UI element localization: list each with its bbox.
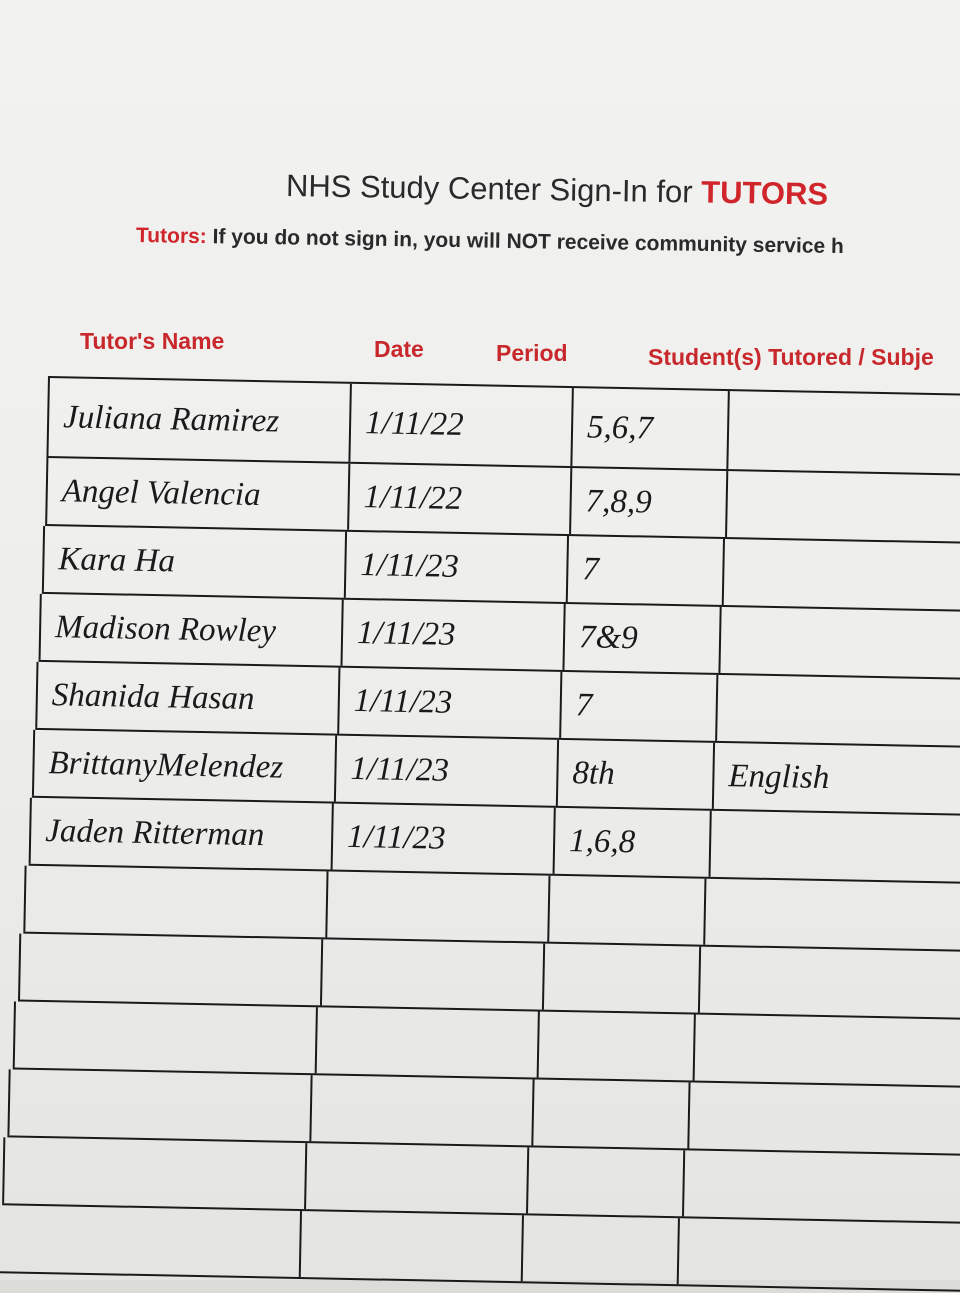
- column-header-period: Period: [496, 340, 568, 366]
- cell-name[interactable]: Angel Valencia: [45, 457, 349, 530]
- cell-period[interactable]: [531, 1079, 689, 1149]
- cell-name[interactable]: Shanida Hasan: [35, 661, 339, 734]
- cell-subject[interactable]: [721, 538, 960, 612]
- title-highlight: TUTORS: [700, 174, 829, 212]
- cell-date[interactable]: 1/11/23: [330, 803, 554, 874]
- title-text: NHS Study Center Sign-In for: [285, 168, 702, 210]
- cell-period[interactable]: [547, 875, 705, 945]
- cell-name[interactable]: [18, 933, 322, 1006]
- cell-period[interactable]: 7,8,9: [569, 468, 727, 538]
- instructions: Tutors: If you do not sign in, you will …: [136, 224, 844, 259]
- cell-subject[interactable]: [703, 878, 960, 951]
- cell-subject[interactable]: [697, 946, 960, 1019]
- column-header-name: Tutor's Name: [80, 328, 225, 354]
- cell-subject[interactable]: [726, 391, 960, 476]
- cell-period[interactable]: [520, 1215, 678, 1285]
- cell-name[interactable]: [7, 1069, 311, 1142]
- cell-period[interactable]: 7&9: [562, 603, 720, 673]
- column-header-date: Date: [374, 336, 424, 362]
- cell-date[interactable]: 1/11/23: [343, 531, 568, 602]
- cell-date[interactable]: [319, 939, 544, 1010]
- cell-subject[interactable]: [708, 810, 960, 883]
- cell-name[interactable]: [2, 1137, 306, 1210]
- page-title: NHS Study Center Sign-In for TUTORS: [286, 168, 829, 213]
- sign-in-table: Juliana Ramirez 1/11/22 5,6,7 Angel Valenci…: [0, 376, 960, 1293]
- column-header-students: Student(s) Tutored / Subje: [648, 344, 934, 370]
- instructions-label: Tutors:: [135, 224, 207, 249]
- cell-date[interactable]: [325, 871, 549, 942]
- cell-name[interactable]: Juliana Ramirez: [46, 377, 350, 462]
- cell-date[interactable]: 1/11/23: [333, 735, 558, 806]
- cell-name[interactable]: [12, 1001, 316, 1074]
- cell-subject[interactable]: [718, 606, 960, 680]
- cell-period[interactable]: [536, 1011, 694, 1081]
- cell-period[interactable]: 1,6,8: [552, 807, 710, 877]
- cell-date[interactable]: [304, 1143, 528, 1214]
- cell-subject[interactable]: [692, 1014, 960, 1087]
- cell-date[interactable]: [314, 1007, 538, 1078]
- cell-name[interactable]: Jaden Ritterman: [28, 797, 332, 870]
- cell-subject[interactable]: English: [711, 742, 960, 815]
- cell-date[interactable]: 1/11/22: [347, 463, 571, 535]
- cell-period[interactable]: 5,6,7: [570, 388, 728, 470]
- cell-period[interactable]: 8th: [555, 739, 714, 809]
- cell-period[interactable]: 7: [559, 671, 717, 741]
- cell-date[interactable]: 1/11/23: [340, 599, 564, 670]
- cell-name[interactable]: Madison Rowley: [38, 593, 342, 666]
- cell-date[interactable]: 1/11/23: [337, 667, 561, 738]
- cell-period[interactable]: [526, 1147, 684, 1217]
- cell-date[interactable]: 1/11/22: [348, 383, 572, 467]
- cell-name[interactable]: BrittanyMelendez: [31, 729, 336, 802]
- cell-period[interactable]: [541, 943, 700, 1013]
- cell-subject[interactable]: [725, 471, 960, 544]
- cell-period[interactable]: 7: [565, 535, 723, 605]
- cell-subject[interactable]: [715, 674, 960, 748]
- cell-subject[interactable]: [687, 1082, 960, 1155]
- instructions-text: If you do not sign in, you will NOT rece…: [206, 225, 845, 259]
- cell-name[interactable]: [0, 1205, 301, 1277]
- cell-name[interactable]: [23, 865, 327, 938]
- cell-date[interactable]: [309, 1075, 533, 1146]
- cell-name[interactable]: Kara Ha: [41, 525, 346, 598]
- cell-subject[interactable]: [681, 1150, 960, 1223]
- cell-date[interactable]: [298, 1210, 522, 1282]
